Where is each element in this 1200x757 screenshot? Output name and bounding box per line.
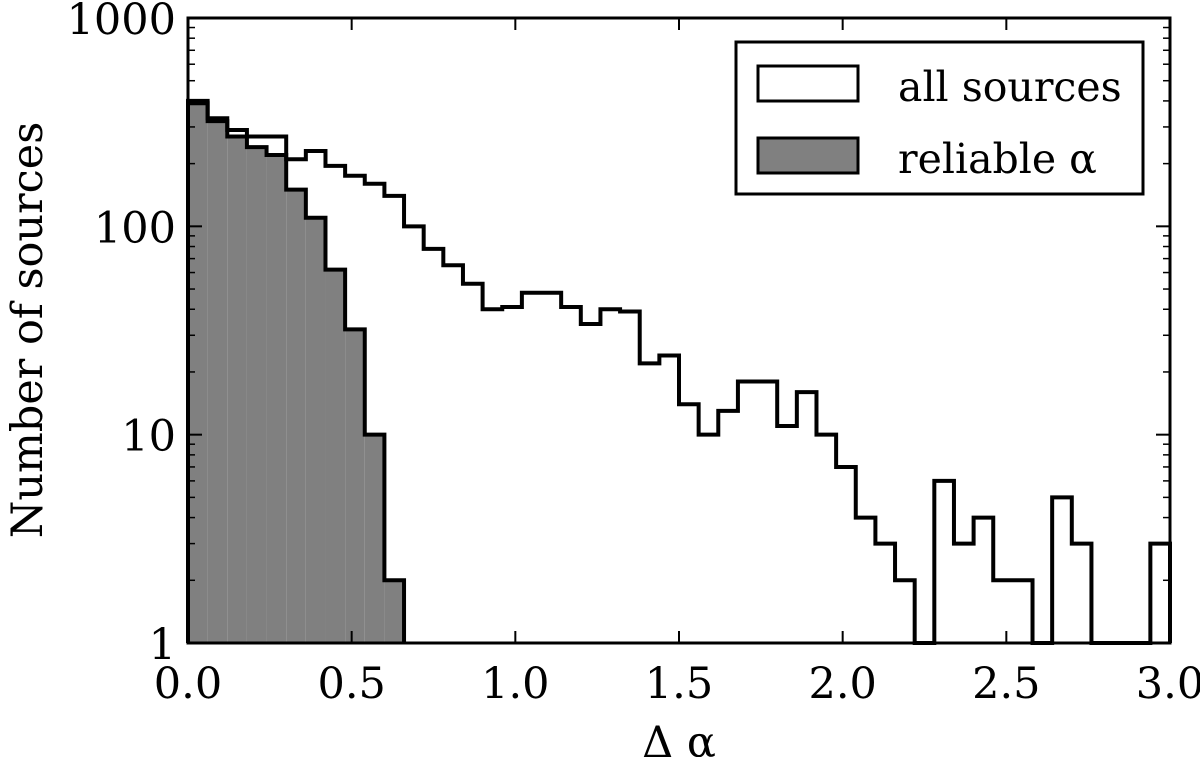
x-axis-label: Δ α: [642, 718, 716, 757]
y-tick-label: 1: [149, 620, 176, 670]
x-tick-label: 3.0: [1136, 659, 1200, 709]
legend-swatch-all-sources: [756, 64, 860, 103]
bar-reliable-alpha: [364, 434, 385, 643]
bar-reliable-alpha: [266, 154, 287, 643]
plot-area: [186, 98, 1172, 645]
x-tick-label: 1.5: [645, 659, 713, 709]
x-tick-label: 1.0: [481, 659, 549, 709]
x-tick-label: 0.0: [154, 659, 222, 709]
legend-label-all-sources: all sources: [898, 63, 1122, 111]
y-tick-label: 100: [94, 203, 176, 253]
axis-tick-labels: 0.0 0.5 1.0 1.5 2.0 2.5 3.0 1 10 100 1000: [67, 0, 1200, 709]
y-tick-label: 1000: [67, 0, 176, 45]
reliable-alpha-outline: [186, 98, 407, 643]
all-sources-outline: [186, 101, 1172, 645]
y-tick-label: 10: [121, 412, 176, 462]
x-tick-label: 0.5: [317, 659, 385, 709]
x-tick-label: 2.5: [972, 659, 1040, 709]
bar-reliable-alpha: [227, 136, 247, 643]
bar-reliable-alpha: [286, 189, 306, 644]
bar-reliable-alpha: [384, 580, 405, 643]
y-axis-label: Number of sources: [3, 122, 53, 539]
bar-reliable-alpha: [246, 147, 267, 643]
x-tick-label: 2.0: [808, 659, 876, 709]
legend-swatch-reliable-alpha: [756, 136, 860, 175]
legend: all sources reliable α: [734, 40, 1145, 196]
bar-reliable-alpha: [207, 121, 228, 644]
bar-reliable-alpha: [305, 217, 326, 644]
bar-reliable-alpha: [325, 269, 346, 643]
bar-reliable-alpha: [345, 329, 365, 643]
axis-ticks: [187, 17, 1171, 644]
legend-label-reliable-alpha: reliable α: [898, 135, 1097, 183]
